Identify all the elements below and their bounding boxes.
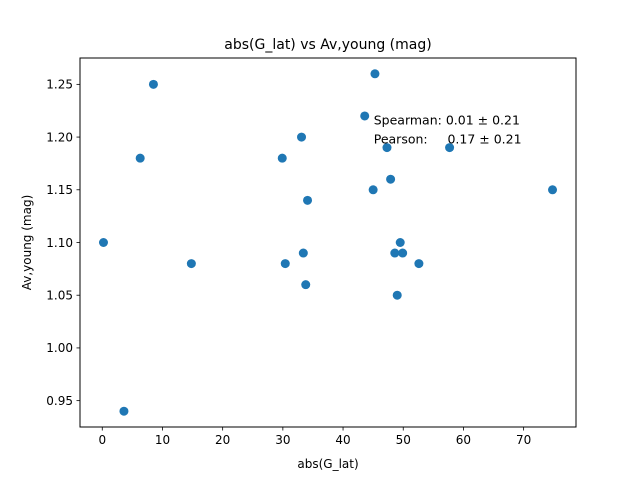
scatter-point xyxy=(301,280,311,290)
x-tick-label: 70 xyxy=(516,433,531,447)
x-tick-label: 0 xyxy=(98,433,106,447)
annotations: Spearman: 0.01 ± 0.21 Pearson: 0.17 ± 0.2… xyxy=(374,112,522,146)
x-tick-label: 10 xyxy=(155,433,170,447)
scatter-point xyxy=(277,153,287,163)
scatter-point xyxy=(119,406,129,416)
scatter-point xyxy=(360,111,370,121)
scatter-point xyxy=(398,248,408,258)
scatter-point xyxy=(382,143,392,153)
scatter-point xyxy=(395,238,405,247)
x-tick-label: 20 xyxy=(215,433,230,447)
scatter-point xyxy=(98,238,108,247)
y-tick-label: 1.20 xyxy=(46,130,73,144)
correlation-annotation: Spearman: 0.01 ± 0.21 xyxy=(374,112,520,127)
scatter-point xyxy=(148,79,158,89)
x-tick-label: 60 xyxy=(456,433,471,447)
scatter-point xyxy=(445,143,455,153)
scatter-point xyxy=(368,185,378,195)
y-tick-label: 0.95 xyxy=(46,394,73,408)
y-tick-label: 1.15 xyxy=(46,183,73,197)
scatter-point xyxy=(298,248,308,258)
scatter-point xyxy=(297,132,307,142)
scatter-point xyxy=(390,248,400,258)
scatter-point xyxy=(548,185,558,195)
scatter-point xyxy=(186,259,196,269)
chart-title: abs(G_lat) vs Av,young (mag) xyxy=(224,37,431,53)
scatter-point xyxy=(303,195,313,205)
x-axis-label: abs(G_lat) xyxy=(297,457,358,471)
y-tick-label: 1.00 xyxy=(46,341,73,355)
x-tick-label: 30 xyxy=(275,433,290,447)
scatter-point xyxy=(280,259,290,269)
y-axis-label: Av,young (mag) xyxy=(20,195,34,291)
y-tick-label: 1.05 xyxy=(46,289,73,303)
correlation-annotation: Pearson: 0.17 ± 0.21 xyxy=(374,131,522,146)
x-tick-label: 50 xyxy=(396,433,411,447)
y-tick-label: 1.10 xyxy=(46,236,73,250)
scatter-point xyxy=(392,290,402,300)
x-axis-ticks: 0 10 20 30 40 50 60 70 xyxy=(98,427,531,447)
scatter-point xyxy=(414,259,424,269)
scatter-point xyxy=(386,174,396,184)
scatter-point xyxy=(135,153,145,163)
scatter-point xyxy=(370,69,380,79)
y-tick-label: 1.25 xyxy=(46,78,73,92)
x-tick-label: 40 xyxy=(335,433,350,447)
y-axis-ticks: 0.95 1.00 1.05 1.10 1.15 1.20 1.25 xyxy=(46,78,80,408)
points-layer xyxy=(98,69,558,416)
